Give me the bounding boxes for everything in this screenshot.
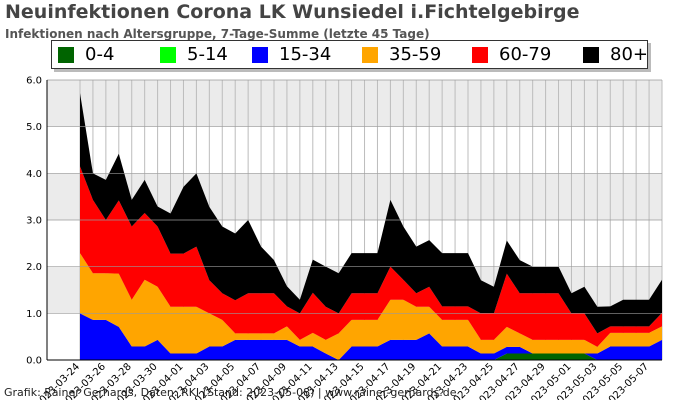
legend-swatch [252,47,268,63]
chart-y-tick-labels: 0.0 1.0 2.0 3.0 4.0 5.0 6.0 [26,76,42,367]
y-tick-label: 2.0 [26,262,42,273]
chart-band [47,126,662,174]
y-tick-label: 6.0 [26,76,42,87]
chart-title: Neuinfektionen Corona LK Wunsiedel i.Fic… [5,1,580,23]
y-tick-label: 5.0 [26,122,42,133]
legend-label: 60-79 [499,44,552,65]
area-series-0-4 [80,353,662,360]
legend-label: 15-34 [279,44,332,65]
chart-subtitle: Infektionen nach Altersgruppe, 7-Tage-Su… [5,27,430,41]
chart-footer-credit: Grafik: Rainer Gerhards, Daten: RKI (Sta… [4,386,457,399]
legend-swatch [58,47,74,63]
legend-swatch [160,47,176,63]
y-tick-label: 0.0 [26,356,42,367]
legend-label: 0-4 [85,44,115,65]
chart-legend: 0-4 5-14 15-34 35-59 60-79 80+ [51,40,648,69]
legend-label: 35-59 [389,44,442,65]
chart-areas [80,93,662,360]
area-series-35-59 [80,253,662,360]
legend-swatch [583,47,599,63]
legend-swatch [472,47,488,63]
area-series-80+ [80,93,662,334]
legend-label: 5-14 [187,44,228,65]
chart-band [47,80,662,127]
y-tick-label: 1.0 [26,309,42,320]
y-tick-label: 3.0 [26,216,42,227]
legend-label: 80+ [610,44,648,65]
legend-swatch [362,47,378,63]
chart-axes [46,80,662,361]
area-series-60-79 [80,166,662,347]
area-series-15-34 [80,313,662,360]
y-tick-label: 4.0 [26,169,42,180]
